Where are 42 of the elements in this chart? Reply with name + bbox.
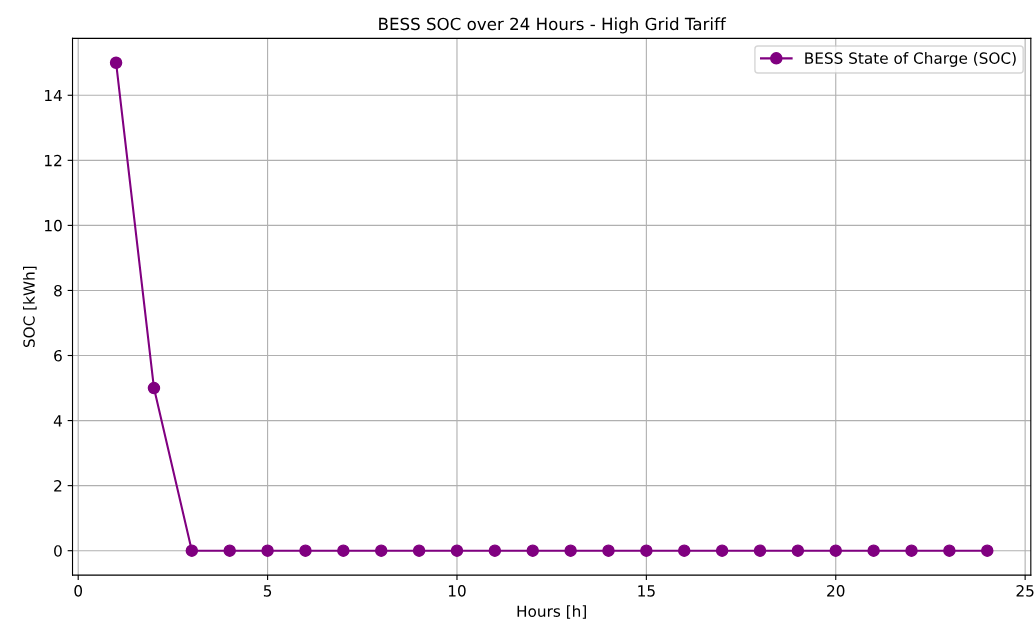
point: [185, 544, 199, 557]
y-tick-label: 2: [54, 480, 62, 492]
x-tick-label: 20: [827, 585, 845, 597]
point: [374, 544, 388, 557]
y-tick-label: 8: [54, 284, 62, 297]
legend-label: BESS State of Charge (SOC): [805, 52, 1016, 67]
point: [564, 544, 577, 557]
point: [450, 544, 464, 557]
point: [109, 56, 123, 69]
point: [943, 544, 956, 557]
point: [602, 544, 615, 557]
point: [412, 544, 426, 557]
point: [791, 544, 805, 557]
x-tick-label: 5: [263, 585, 272, 597]
point: [905, 544, 918, 557]
y-tick-label: 14: [45, 89, 62, 102]
y-tick-label: 10: [45, 219, 62, 232]
point: [867, 544, 880, 557]
point: [299, 544, 312, 557]
y-tick-label: 4: [53, 415, 62, 427]
x-tick-label: 25: [1016, 585, 1034, 597]
x-tick-label: 0: [74, 585, 83, 597]
point: [337, 544, 350, 557]
y-tick-label: 12: [45, 154, 62, 167]
point: [981, 544, 994, 557]
point: [526, 544, 539, 557]
point: [147, 381, 161, 395]
point: [488, 544, 502, 557]
y-axis-title: SOC [kWh]: [23, 266, 37, 348]
y-tick-label: 6: [54, 349, 62, 362]
point: [829, 544, 843, 557]
point: [715, 544, 729, 557]
point: [677, 544, 691, 557]
x-tick-label: 10: [448, 585, 466, 597]
point: [261, 544, 274, 557]
point: [223, 544, 236, 557]
x-axis-title: Hours [h]: [517, 605, 586, 619]
point: [640, 544, 653, 557]
y-tick-label: 0: [54, 545, 62, 557]
x-tick-label: 15: [638, 585, 655, 597]
point: [753, 544, 767, 557]
chart-title: BESS SOC over 24 Hours - High Grid Tariff: [379, 17, 727, 34]
